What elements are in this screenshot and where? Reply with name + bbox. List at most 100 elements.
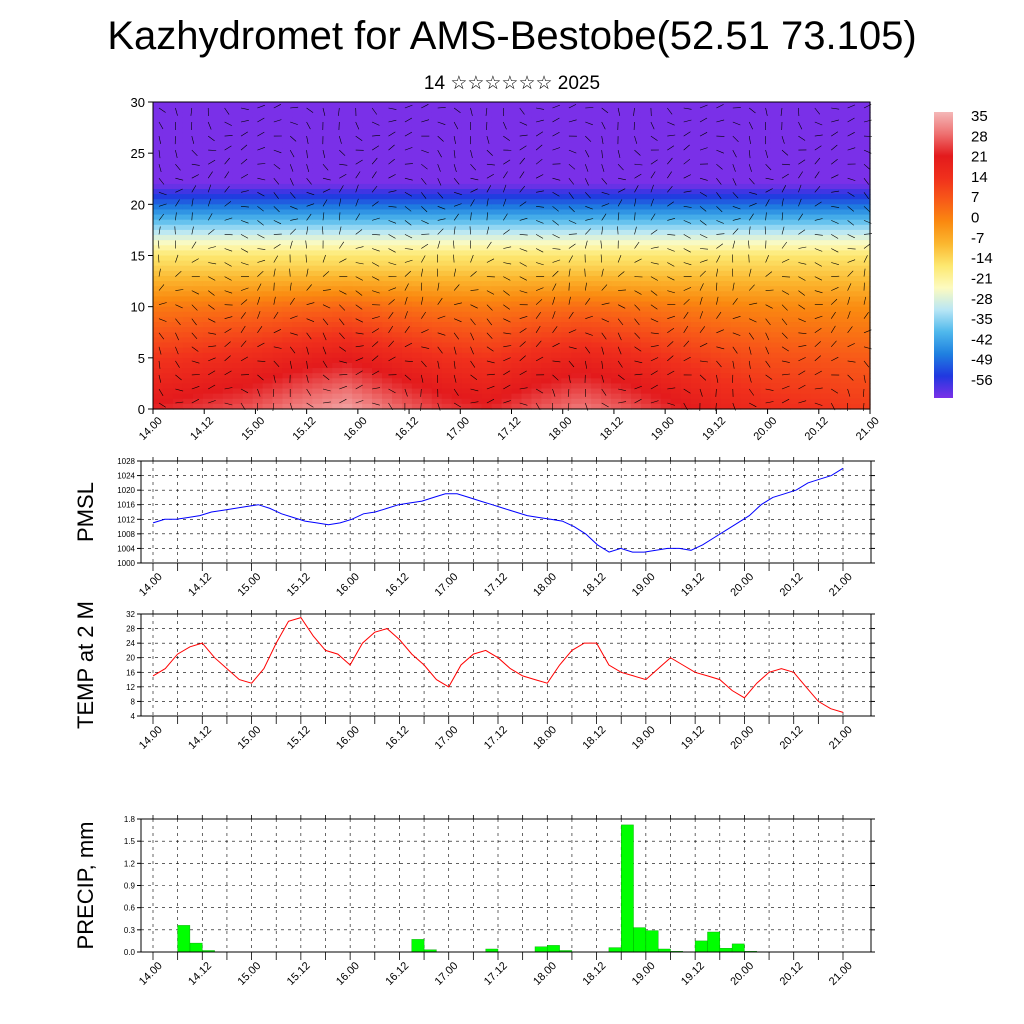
wind-barb [175,388,184,392]
heat-cell [690,235,702,241]
heat-cell [680,378,692,385]
wind-barb [371,145,380,151]
heat-cell [680,102,692,108]
wind-barb [453,346,457,355]
heat-cell [621,352,632,359]
heat-cell [162,183,174,190]
heat-cell [680,275,692,282]
heat-cell [670,122,682,129]
heat-cell [511,281,523,287]
heat-cell [690,219,702,226]
heat-cell [551,204,562,211]
heat-cell [760,373,772,379]
heat-cell [591,250,602,257]
heat-cell [212,373,224,379]
heat-cell [591,322,602,328]
heat-cell [322,352,333,359]
heat-cell [192,112,204,118]
heat-cell [162,163,174,170]
heat-cell [800,122,811,129]
wind-barb [454,192,462,195]
heat-cell [272,337,284,344]
heat-cell [720,122,732,129]
heat-cell [631,209,642,216]
heat-cell [710,229,722,236]
heat-cell [471,362,483,369]
heat-cell [501,393,513,400]
heat-cell [372,306,383,313]
heat-cell [451,255,463,262]
heat-cell [172,393,184,400]
wind-barb [191,290,200,295]
heat-cell [810,148,821,154]
heat-cell [770,301,781,308]
heat-cell [720,158,732,164]
heat-cell [202,158,214,164]
heat-cell [621,122,632,129]
heat-cell [382,148,393,154]
heat-cell [252,117,264,124]
wind-barb [585,346,591,354]
heat-cell [541,245,552,251]
heat-cell [431,316,443,323]
heat-cell [202,102,214,108]
heat-cell [810,153,821,159]
heat-cell [830,332,841,338]
heat-cell [332,173,343,180]
heat-cell [421,112,433,118]
heat-cell [611,250,622,257]
heat-cell [332,260,343,267]
heat-cell [332,378,343,385]
heat-cell [660,107,672,113]
heat-cell [501,142,513,149]
heat-cell [780,117,791,124]
heat-cell [451,368,463,374]
wind-barb [421,346,430,349]
heat-cell [382,322,393,328]
heat-cell [621,362,632,369]
heat-cell [780,393,791,400]
heat-cell [352,178,363,185]
heat-cell [282,240,294,246]
heat-cell [292,260,303,267]
heat-cell [591,342,602,349]
heat-cell [800,214,811,221]
heat-cell [650,137,662,144]
heat-cell [790,286,801,292]
heat-cell [153,229,164,236]
wind-barb [634,149,641,156]
heat-cell [710,306,722,313]
heat-cell [820,142,831,149]
heat-cell [292,122,303,129]
wind-barb [388,312,394,319]
heat-cell [212,368,224,374]
heat-cell [740,194,752,200]
heat-cell [392,158,403,164]
heat-cell [631,270,642,277]
heat-cell [242,173,254,180]
heat-cell [780,255,791,262]
heat-cell [252,255,264,262]
heat-cell [172,378,184,385]
wind-barb [257,192,265,197]
wind-barb [535,325,541,333]
heat-cell [830,153,841,159]
heat-cell [581,352,592,359]
heat-cell [571,117,582,124]
heat-cell [650,102,662,108]
heat-cell [631,158,642,164]
heat-cell [182,347,194,354]
heat-cell [242,368,254,374]
heat-cell [730,368,742,374]
heat-cell [491,219,503,226]
heat-cell [591,327,602,333]
heat-cell [212,398,224,405]
wind-barb [535,356,544,362]
heat-cell [700,173,712,180]
heat-cell [670,393,682,400]
heat-cell [392,270,403,277]
heat-cell [660,342,672,349]
wind-barb [208,332,217,335]
heat-cell [332,153,343,159]
heat-cell [860,270,871,277]
